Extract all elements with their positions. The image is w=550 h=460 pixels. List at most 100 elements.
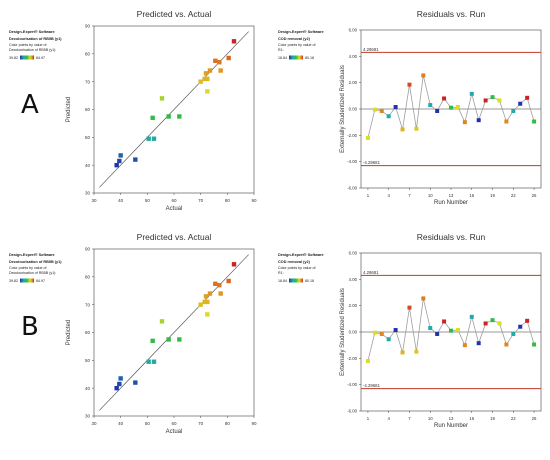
x-tick-label: 22 xyxy=(511,193,516,198)
scatter-point xyxy=(159,96,165,101)
y-tick-label: 70 xyxy=(85,79,91,84)
x-tick-label: 7 xyxy=(408,193,411,198)
residual-point xyxy=(462,343,467,348)
scatter-point xyxy=(231,262,237,267)
residual-point xyxy=(518,324,523,329)
lower-limit-label: -4.29681 xyxy=(363,160,381,165)
residual-point xyxy=(504,119,509,124)
residual-point xyxy=(476,118,481,123)
scatter-point xyxy=(177,114,182,119)
scatter-point xyxy=(203,294,209,299)
residual-point xyxy=(490,318,495,323)
legend-response-name: Decolourisation of RB5B (y1) xyxy=(9,37,62,41)
scatter-point xyxy=(114,385,119,391)
legend-min-value: 18.84 xyxy=(278,279,287,283)
x-tick-label: 10 xyxy=(428,416,433,421)
panel-label-b: B xyxy=(21,312,39,342)
y-tick-label: 60 xyxy=(85,330,91,335)
legend-response-name: COD removal (y2) xyxy=(278,260,311,264)
legend-software-name: Design-Expert® Software xyxy=(9,30,55,34)
legend-color-text: Color points by value of xyxy=(278,43,316,47)
x-axis-label: Run Number xyxy=(434,423,468,429)
y-tick-label: 4.00 xyxy=(349,54,358,59)
x-tick-label: 10 xyxy=(428,193,433,198)
legend-color-text: Color points by value of xyxy=(278,266,316,270)
upper-limit-label: 4.29681 xyxy=(363,270,379,275)
scatter-point xyxy=(226,278,231,284)
legend-color-text: R1: xyxy=(278,48,284,52)
legend-min-value: 39.82 xyxy=(9,279,18,283)
scatter-point xyxy=(207,68,213,73)
scatter-point xyxy=(166,114,171,119)
residual-point xyxy=(379,108,384,113)
y-tick-label: -6.00 xyxy=(347,409,357,414)
x-tick-label: 70 xyxy=(198,421,204,426)
legend-color-bar xyxy=(20,278,34,283)
residual-point xyxy=(365,135,370,140)
y-axis-label: Externally Studentized Residuals xyxy=(340,65,346,153)
fit-line xyxy=(99,31,249,188)
residuals-title: Residuals vs. Run xyxy=(417,232,486,242)
legend-color-text: Color points by value of xyxy=(9,43,47,47)
legend-color-text: R1: xyxy=(278,271,284,275)
residual-point xyxy=(462,120,467,125)
legend-software-name: Design-Expert® Software xyxy=(278,253,324,257)
residual-point xyxy=(414,349,419,354)
x-tick-label: 60 xyxy=(171,421,177,426)
fit-line xyxy=(99,254,249,411)
y-tick-label: -4.00 xyxy=(347,382,357,387)
residual-point xyxy=(372,330,377,335)
x-tick-label: 16 xyxy=(469,193,474,198)
legend-software-name: Design-Expert® Software xyxy=(278,30,324,34)
y-axis-label: Predicted xyxy=(66,320,72,345)
residual-point xyxy=(435,331,440,336)
x-tick-label: 60 xyxy=(171,198,177,203)
residual-point xyxy=(469,91,474,96)
x-tick-label: 30 xyxy=(91,421,97,426)
y-tick-label: 2.00 xyxy=(349,80,358,85)
scatter-point xyxy=(217,282,222,288)
scatter-point xyxy=(151,359,157,364)
scatter-point xyxy=(213,58,218,63)
scatter-point xyxy=(205,312,210,317)
legend-max-value: 80.18 xyxy=(305,279,314,283)
scatter-title: Predicted vs. Actual xyxy=(137,9,212,19)
y-tick-label: 6.00 xyxy=(349,251,358,256)
y-tick-label: 6.00 xyxy=(349,28,358,33)
residual-point xyxy=(525,318,530,323)
x-tick-label: 40 xyxy=(118,421,124,426)
legend-color-text: Decolourisation of RB5B (y1): xyxy=(9,271,56,275)
x-axis-label: Actual xyxy=(166,206,183,212)
y-tick-label: 30 xyxy=(85,414,91,419)
scatter-point xyxy=(133,380,138,385)
y-tick-label: 80 xyxy=(85,274,91,279)
x-tick-label: 25 xyxy=(532,416,537,421)
legend-max-value: 80.18 xyxy=(305,56,314,60)
scatter-point xyxy=(151,136,157,141)
residual-point xyxy=(469,314,474,319)
scatter-point xyxy=(207,291,213,296)
legend-response-name: Decolourisation of RB5B (y1) xyxy=(9,260,62,264)
residual-point xyxy=(421,73,426,78)
scatter-point xyxy=(231,39,237,44)
residual-point xyxy=(393,328,398,333)
y-tick-label: -4.00 xyxy=(347,159,357,164)
x-tick-label: 16 xyxy=(469,416,474,421)
y-tick-label: 60 xyxy=(85,107,91,112)
residual-point xyxy=(386,337,391,342)
legend-min-value: 39.82 xyxy=(9,56,18,60)
y-tick-label: 30 xyxy=(85,191,91,196)
x-tick-label: 19 xyxy=(490,193,495,198)
residual-point xyxy=(421,296,426,301)
x-axis-label: Run Number xyxy=(434,200,468,206)
residual-point xyxy=(483,98,488,103)
scatter-point xyxy=(203,71,209,76)
x-tick-label: 1 xyxy=(367,416,370,421)
legend-software-name: Design-Expert® Software xyxy=(9,253,55,257)
residual-point xyxy=(525,95,530,100)
residual-point xyxy=(504,342,509,347)
residual-point xyxy=(442,96,447,101)
y-tick-label: 90 xyxy=(85,247,91,252)
x-tick-label: 1 xyxy=(367,193,370,198)
